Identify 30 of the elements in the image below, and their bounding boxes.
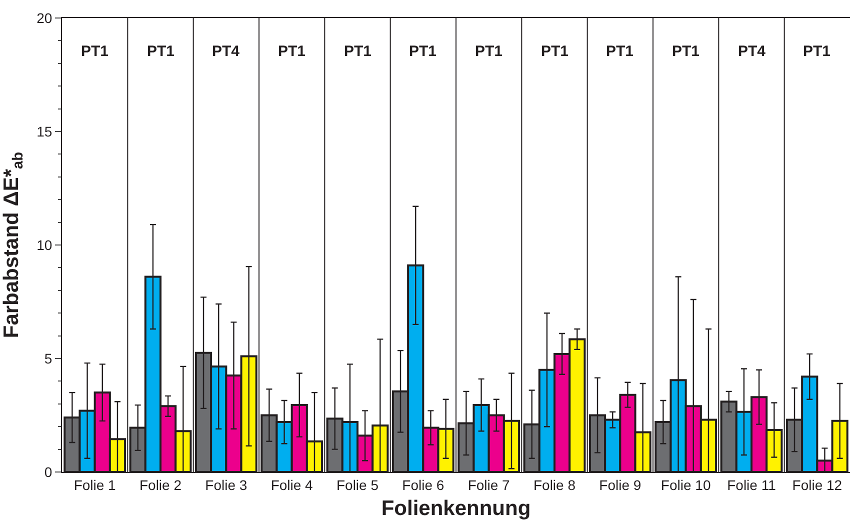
- x-tick-label: Folie 9: [599, 476, 642, 493]
- x-axis-title: Folienkennung: [381, 497, 531, 520]
- x-tick-label: Folie 8: [533, 476, 576, 493]
- y-tick-label: 10: [36, 236, 52, 253]
- y-tick-label: 20: [36, 10, 52, 26]
- annotation: PT1: [344, 43, 372, 60]
- x-tick-label: Folie 2: [139, 476, 182, 493]
- annotation: PT1: [278, 43, 306, 60]
- y-tick-label: 0: [44, 464, 52, 480]
- x-tick-label: Folie 5: [336, 476, 379, 493]
- annotation: PT4: [738, 43, 766, 60]
- x-tick-label: Folie 4: [270, 476, 314, 493]
- annotation: PT1: [409, 43, 437, 60]
- annotation: PT1: [672, 43, 700, 60]
- y-tick-label: 5: [44, 350, 52, 366]
- x-tick-label: Folie 11: [727, 476, 776, 493]
- x-tick-label: Folie 1: [74, 476, 116, 493]
- x-tick-label: Folie 7: [468, 476, 510, 493]
- annotation: PT1: [803, 43, 831, 60]
- x-tick-label: Folie 6: [402, 476, 444, 493]
- x-tick-label: Folie 3: [205, 476, 248, 493]
- annotation: PT1: [606, 43, 634, 60]
- annotation: PT1: [541, 43, 569, 60]
- x-tick-label: Folie 10: [660, 476, 711, 493]
- y-tick-label: 15: [36, 123, 52, 140]
- x-tick-label: Folie 12: [792, 476, 842, 493]
- annotation: PT1: [475, 43, 503, 60]
- annotation: PT4: [212, 43, 240, 60]
- annotation: PT1: [81, 43, 109, 60]
- annotation: PT1: [147, 43, 175, 60]
